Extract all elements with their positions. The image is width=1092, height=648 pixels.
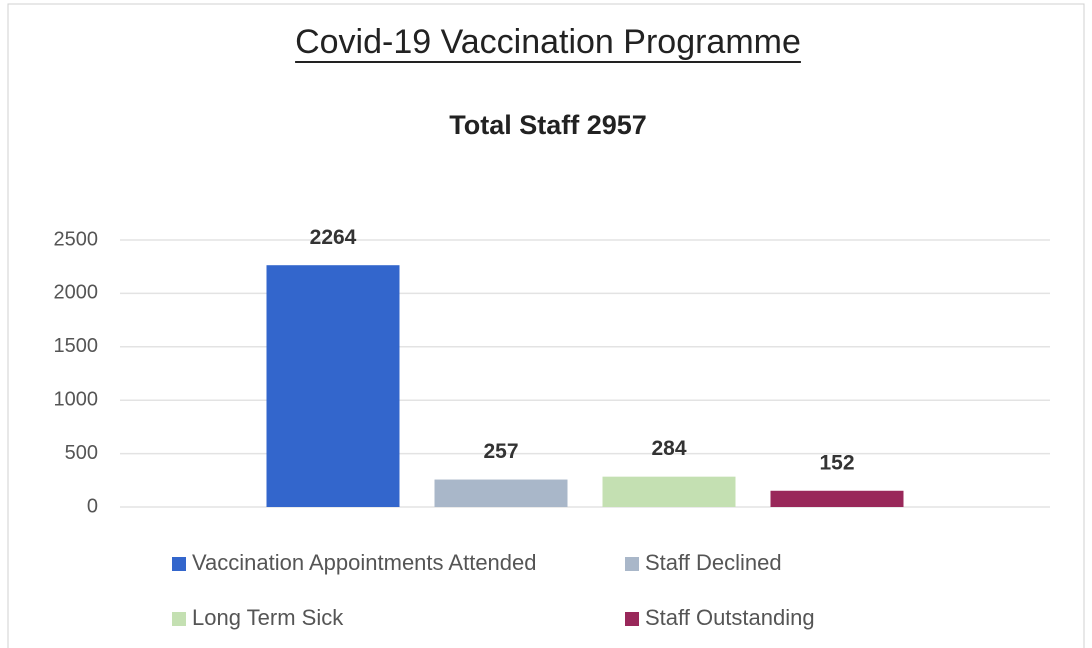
chart-frame xyxy=(7,3,1085,648)
bar xyxy=(770,490,904,507)
legend-label: Staff Outstanding xyxy=(645,605,815,630)
legend-label: Staff Declined xyxy=(645,550,782,575)
legend-swatch xyxy=(172,557,186,571)
legend-swatch xyxy=(625,557,639,571)
y-tick-label: 2500 xyxy=(54,228,99,250)
bar xyxy=(434,479,568,507)
legend-label: Vaccination Appointments Attended xyxy=(192,550,537,575)
data-label: 152 xyxy=(819,451,854,474)
chart-subtitle: Total Staff 2957 xyxy=(449,110,647,140)
y-tick-label: 1500 xyxy=(54,335,99,357)
bar xyxy=(602,476,736,507)
y-tick-label: 500 xyxy=(65,442,98,464)
bar xyxy=(266,265,400,507)
data-label: 257 xyxy=(483,440,518,463)
y-tick-label: 2000 xyxy=(54,282,99,304)
legend-swatch xyxy=(172,612,186,626)
legend-swatch xyxy=(625,612,639,626)
y-tick-label: 0 xyxy=(87,495,98,517)
data-label: 284 xyxy=(651,437,686,460)
legend-label: Long Term Sick xyxy=(192,605,344,630)
data-label: 2264 xyxy=(310,226,357,249)
chart-title: Covid-19 Vaccination Programme xyxy=(295,23,801,61)
y-tick-label: 1000 xyxy=(54,388,99,410)
